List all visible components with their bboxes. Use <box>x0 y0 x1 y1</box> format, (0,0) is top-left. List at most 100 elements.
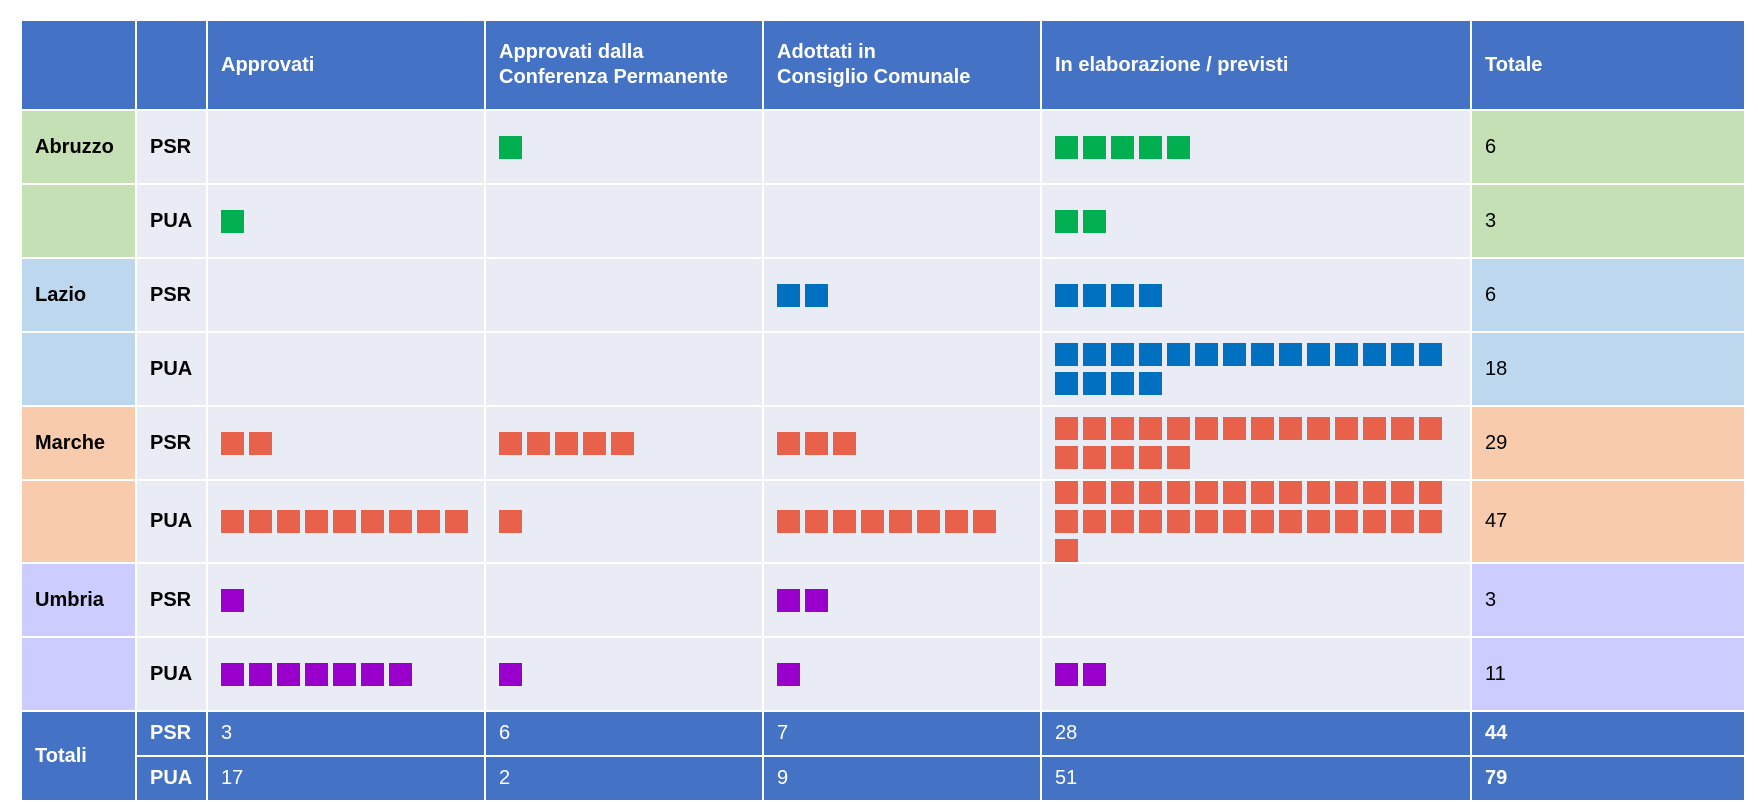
count-square <box>1139 510 1162 533</box>
count-square <box>1139 343 1162 366</box>
square-group <box>777 588 1067 612</box>
count-square <box>1083 417 1106 440</box>
count-square <box>1419 481 1442 504</box>
region-cell: Abruzzo <box>20 109 137 185</box>
count-cell <box>1040 562 1472 638</box>
totals-value: 51 <box>1040 755 1472 802</box>
table-row: Marche PSR 29 <box>20 405 1746 481</box>
totals-value: 9 <box>762 755 1042 802</box>
total-cell: 47 <box>1470 479 1746 564</box>
count-square <box>1167 510 1190 533</box>
square-group <box>221 431 511 455</box>
count-square <box>583 431 606 455</box>
count-square <box>1083 446 1106 469</box>
count-square <box>1223 417 1246 440</box>
count-square <box>1083 209 1106 233</box>
count-cell <box>762 479 1042 564</box>
count-square <box>1363 510 1386 533</box>
square-group <box>499 662 789 686</box>
count-square <box>805 283 828 307</box>
count-square <box>1167 446 1190 469</box>
count-square <box>1279 417 1302 440</box>
count-square <box>1307 481 1330 504</box>
region-cell <box>20 331 137 407</box>
square-group <box>1055 417 1445 469</box>
count-square <box>1055 510 1078 533</box>
count-square <box>1251 510 1274 533</box>
count-square <box>833 510 856 533</box>
plan-type-cell: PUA <box>135 331 208 407</box>
count-cell <box>762 562 1042 638</box>
count-square <box>1111 446 1134 469</box>
count-square <box>1055 135 1078 159</box>
region-cell: Lazio <box>20 257 137 333</box>
count-cell <box>762 636 1042 712</box>
total-cell: 18 <box>1470 331 1746 407</box>
count-square <box>249 662 272 686</box>
count-cell <box>762 257 1042 333</box>
count-square <box>1139 283 1162 307</box>
count-square <box>1111 283 1134 307</box>
square-group <box>221 209 511 233</box>
count-square <box>1279 481 1302 504</box>
count-square <box>1391 417 1414 440</box>
count-cell <box>484 331 764 407</box>
count-cell <box>206 109 486 185</box>
count-cell <box>1040 183 1472 259</box>
count-square <box>1055 662 1078 686</box>
totals-plan-type: PSR <box>135 710 208 757</box>
count-square <box>499 662 522 686</box>
count-square <box>1195 510 1218 533</box>
count-square <box>1111 135 1134 159</box>
square-group <box>1055 481 1445 562</box>
count-square <box>1055 283 1078 307</box>
count-square <box>1055 446 1078 469</box>
count-square <box>833 431 856 455</box>
count-square <box>417 510 440 533</box>
count-square <box>445 510 468 533</box>
count-cell <box>762 109 1042 185</box>
count-cell <box>1040 405 1472 481</box>
count-square <box>499 510 522 533</box>
count-square <box>1251 343 1274 366</box>
count-cell <box>206 636 486 712</box>
square-group <box>221 588 511 612</box>
count-square <box>1055 343 1078 366</box>
table-row: Umbria PSR 3 <box>20 562 1746 638</box>
table-row: PUA 47 <box>20 479 1746 564</box>
count-square <box>1111 372 1134 395</box>
header-row: Approvati Approvati dalla Conferenza Per… <box>20 19 1746 111</box>
count-cell <box>206 562 486 638</box>
count-square <box>917 510 940 533</box>
count-cell <box>206 257 486 333</box>
count-square <box>1195 481 1218 504</box>
totals-value: 17 <box>206 755 486 802</box>
count-square <box>1335 510 1358 533</box>
header-cell-approvati: Approvati <box>206 19 486 111</box>
count-square <box>1363 481 1386 504</box>
count-cell <box>1040 331 1472 407</box>
count-square <box>333 662 356 686</box>
square-group <box>777 662 1067 686</box>
count-square <box>1391 481 1414 504</box>
square-group <box>1055 209 1445 233</box>
count-square <box>1083 283 1106 307</box>
table-row: Abruzzo PSR 6 <box>20 109 1746 185</box>
count-square <box>777 510 800 533</box>
count-square <box>777 431 800 455</box>
region-cell: Umbria <box>20 562 137 638</box>
count-square <box>1223 510 1246 533</box>
count-square <box>1363 343 1386 366</box>
header-cell-totale: Totale <box>1470 19 1746 111</box>
count-cell <box>762 405 1042 481</box>
square-group <box>499 510 789 533</box>
count-square <box>889 510 912 533</box>
count-square <box>555 431 578 455</box>
count-square <box>1195 417 1218 440</box>
count-square <box>973 510 996 533</box>
count-square <box>1223 343 1246 366</box>
count-square <box>361 662 384 686</box>
header-cell-elaborazione: In elaborazione / previsti <box>1040 19 1472 111</box>
count-cell <box>206 479 486 564</box>
square-group <box>1055 135 1445 159</box>
